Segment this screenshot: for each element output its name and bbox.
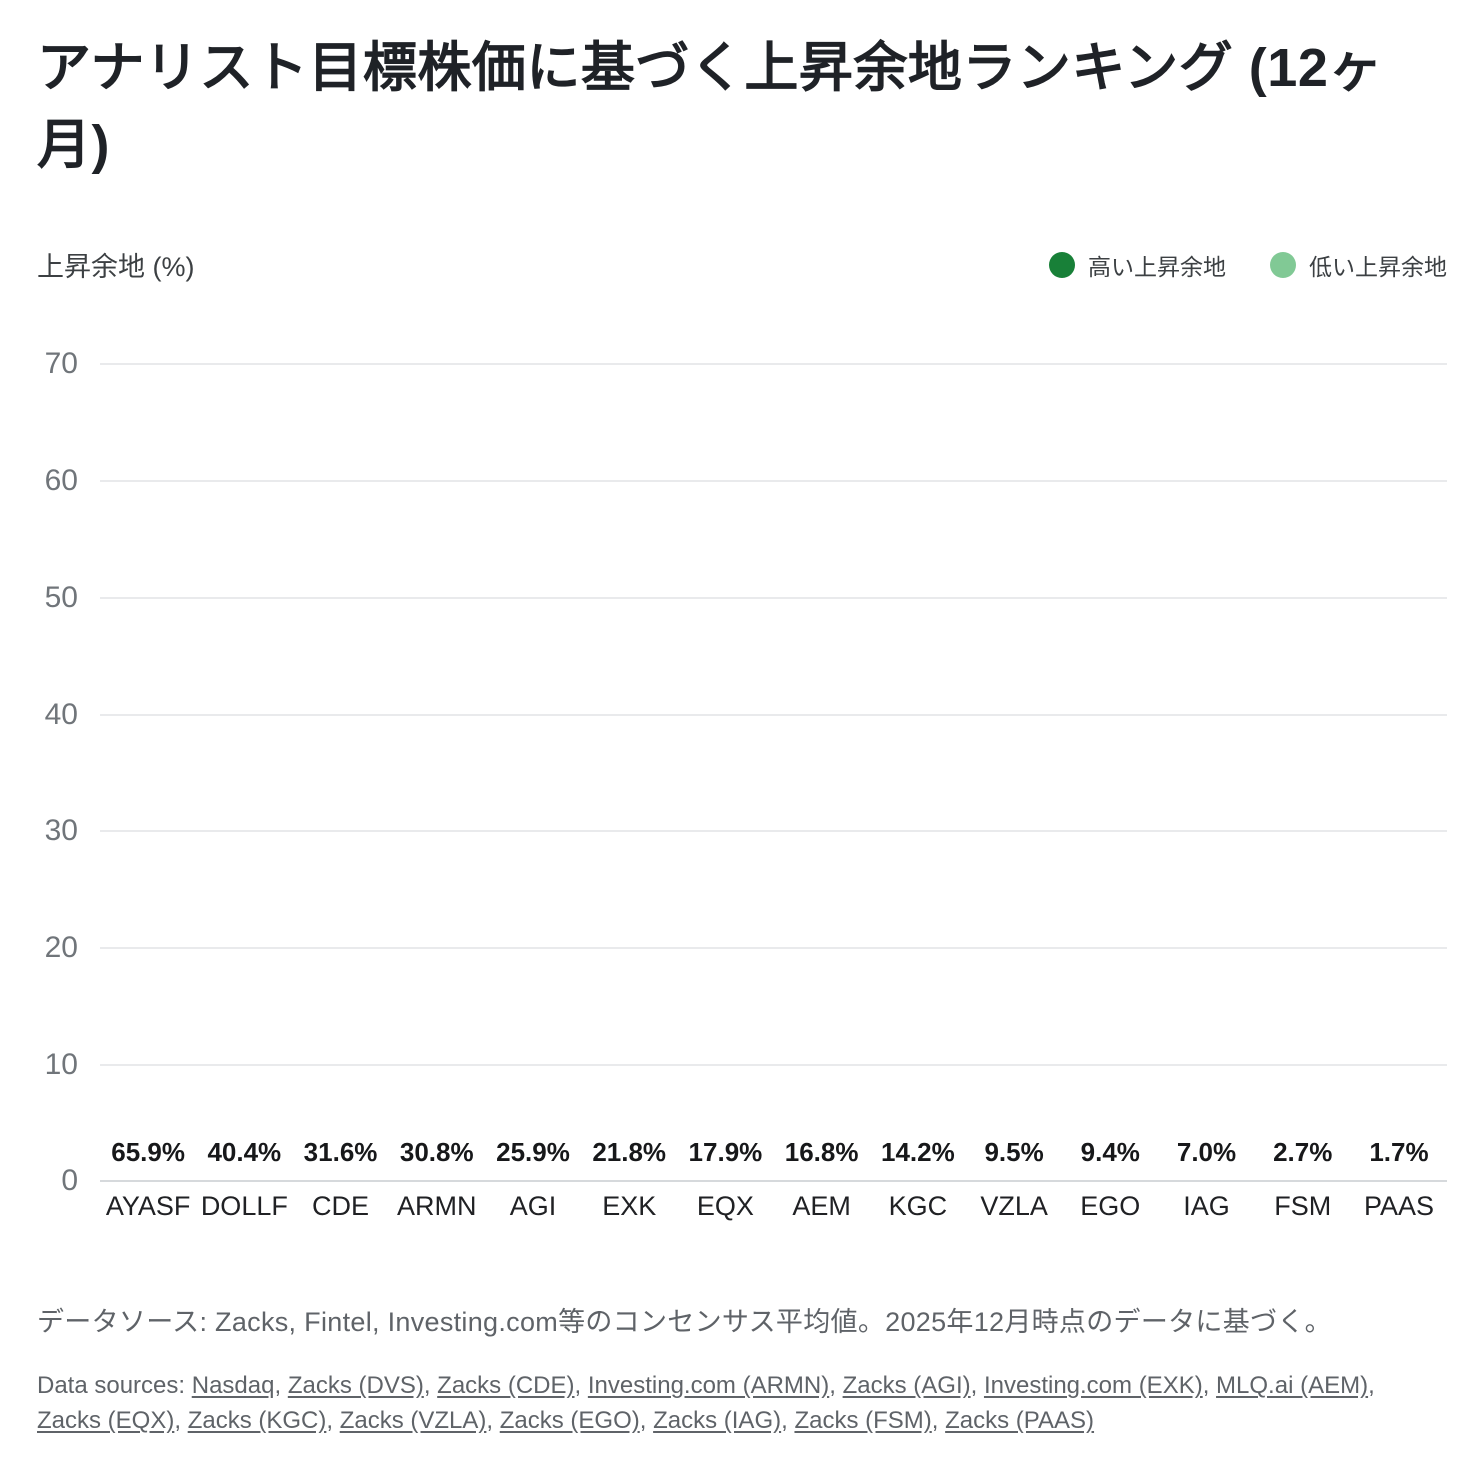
- footer-note-jp: データソース: Zacks, Fintel, Investing.com等のコン…: [37, 1307, 1332, 1338]
- source-link-zacks-fsm[interactable]: Zacks (FSM): [794, 1407, 932, 1435]
- bar-group-fsm: 2.7%: [1255, 1137, 1351, 1181]
- legend-label: 低い上昇余地: [1309, 253, 1447, 280]
- bar-group-eqx: 17.9%: [677, 1137, 773, 1181]
- bar-value-label: 14.2%: [880, 1137, 955, 1168]
- x-axis-label-agi: AGI: [509, 1191, 557, 1222]
- footer-sources-en: Data sources: Nasdaq, Zacks (DVS), Zacks…: [37, 1372, 1375, 1435]
- footer: データソース: Zacks, Fintel, Investing.com等のコン…: [37, 1300, 1436, 1439]
- bar-value-label: 9.4%: [1080, 1137, 1140, 1168]
- bar-value-label: 30.8%: [399, 1137, 474, 1168]
- bar-group-vzla: 9.5%: [966, 1137, 1062, 1181]
- gridline: [100, 596, 1447, 599]
- legend-item: 高い上昇余地: [1049, 248, 1226, 282]
- bar-group-kgc: 14.2%: [870, 1137, 966, 1181]
- source-link-zacks-agi[interactable]: Zacks (AGI): [842, 1372, 971, 1400]
- source-link-zacks-eqx[interactable]: Zacks (EQX): [37, 1407, 175, 1435]
- x-axis-label-dollf: DOLLF: [200, 1191, 288, 1222]
- x-axis-label-kgc: KGC: [888, 1191, 948, 1222]
- x-axis-label-armn: ARMN: [397, 1191, 477, 1222]
- bar-group-exk: 21.8%: [581, 1137, 677, 1181]
- source-link-zacks-vzla[interactable]: Zacks (VZLA): [339, 1407, 487, 1435]
- bar-chart-plot-area: 0 10 20 30 40 50 60 70 65.9% 40.4% 31.6% 30.8% 25.9…: [45, 347, 1447, 1197]
- bar-group-dollf: 40.4%: [196, 1137, 292, 1181]
- bar-value-label: 17.9%: [688, 1137, 763, 1168]
- bar-group-ayasf: 65.9%: [100, 1137, 196, 1181]
- bar-value-label: 1.7%: [1369, 1137, 1429, 1168]
- source-link-investing-com-armn[interactable]: Investing.com (ARMN): [587, 1372, 830, 1400]
- gridline: [100, 1063, 1447, 1066]
- gridline: [100, 363, 1447, 366]
- legend-label: 高い上昇余地: [1088, 253, 1226, 280]
- x-axis-label-ayasf: AYASF: [105, 1191, 191, 1222]
- footer-sources-prefix: Data sources:: [37, 1372, 192, 1400]
- legend-dot-icon: [1270, 251, 1296, 278]
- bar-value-label: 9.5%: [984, 1137, 1044, 1168]
- x-axis-labels: AYASF DOLLF CDE ARMN AGI EXK EQX AEM KGC VZLA EGO I…: [100, 1191, 1447, 1222]
- bar-group-paas: 1.7%: [1351, 1137, 1447, 1181]
- gridline: [100, 480, 1447, 483]
- bar-group-aem: 16.8%: [774, 1137, 870, 1181]
- meta-row: 上昇余地 (%) 高い上昇余地 低い上昇余地: [37, 245, 1447, 284]
- x-axis-label-fsm: FSM: [1274, 1191, 1332, 1222]
- gridline: [100, 713, 1447, 716]
- x-axis-label-vzla: VZLA: [980, 1191, 1048, 1222]
- y-tick-label: 60: [44, 464, 78, 498]
- x-axis-label-eqx: EQX: [696, 1191, 754, 1222]
- bar-value-label: 16.8%: [784, 1137, 859, 1168]
- y-axis-title: 上昇余地 (%): [37, 252, 195, 283]
- bar-value-label: 65.9%: [111, 1137, 185, 1168]
- gridline: [100, 946, 1447, 949]
- page: アナリスト目標株価に基づく上昇余地ランキング (12ヶ月) 上昇余地 (%) 高…: [0, 30, 1476, 1476]
- legend: 高い上昇余地 低い上昇余地: [1049, 248, 1447, 282]
- x-axis-label-ego: EGO: [1080, 1191, 1141, 1222]
- bar-value-label: 40.4%: [207, 1137, 282, 1168]
- y-tick-label: 10: [44, 1047, 78, 1081]
- x-axis-label-exk: EXK: [602, 1191, 657, 1222]
- y-tick-label: 40: [44, 697, 78, 731]
- bar-group-armn: 30.8%: [389, 1137, 485, 1181]
- source-link-zacks-cde[interactable]: Zacks (CDE): [437, 1372, 575, 1400]
- source-link-zacks-ego[interactable]: Zacks (EGO): [499, 1407, 640, 1435]
- source-link-investing-com-exk[interactable]: Investing.com (EXK): [983, 1372, 1203, 1400]
- source-link-zacks-dvs[interactable]: Zacks (DVS): [287, 1372, 424, 1400]
- bar-group-cde: 31.6%: [292, 1137, 388, 1181]
- source-link-zacks-iag[interactable]: Zacks (IAG): [653, 1407, 782, 1435]
- bars-layer: 65.9% 40.4% 31.6% 30.8% 25.9% 21.8% 17.9% 16.8%…: [100, 364, 1447, 1181]
- x-axis-baseline: [100, 1180, 1447, 1183]
- bar-value-label: 7.0%: [1176, 1137, 1237, 1168]
- source-link-nasdaq[interactable]: Nasdaq: [191, 1372, 275, 1400]
- x-axis-label-aem: AEM: [792, 1191, 851, 1222]
- bar-value-label: 2.7%: [1273, 1137, 1333, 1168]
- bar-value-label: 21.8%: [592, 1137, 667, 1168]
- legend-dot-icon: [1049, 251, 1075, 278]
- bar-value-label: 31.6%: [303, 1137, 378, 1168]
- y-tick-label: 30: [44, 814, 78, 848]
- source-link-mlq-ai-aem[interactable]: MLQ.ai (AEM): [1216, 1372, 1369, 1400]
- bar-group-ego: 9.4%: [1062, 1137, 1158, 1181]
- bar-group-agi: 25.9%: [485, 1137, 581, 1181]
- x-axis-label-paas: PAAS: [1363, 1191, 1434, 1222]
- bar-group-iag: 7.0%: [1158, 1137, 1254, 1181]
- chart-title: アナリスト目標株価に基づく上昇余地ランキング (12ヶ月): [37, 38, 1383, 175]
- y-tick-label: 50: [44, 580, 78, 614]
- x-axis-label-iag: IAG: [1183, 1191, 1230, 1222]
- source-link-zacks-paas[interactable]: Zacks (PAAS): [945, 1407, 1095, 1435]
- x-axis-label-cde: CDE: [312, 1191, 370, 1222]
- gridline: [100, 830, 1447, 833]
- y-tick-label: 0: [61, 1164, 78, 1198]
- source-link-zacks-kgc[interactable]: Zacks (KGC): [187, 1407, 327, 1435]
- bar-value-label: 25.9%: [496, 1137, 570, 1168]
- y-tick-label: 20: [44, 930, 78, 964]
- legend-item: 低い上昇余地: [1270, 248, 1447, 282]
- y-tick-label: 70: [44, 347, 78, 381]
